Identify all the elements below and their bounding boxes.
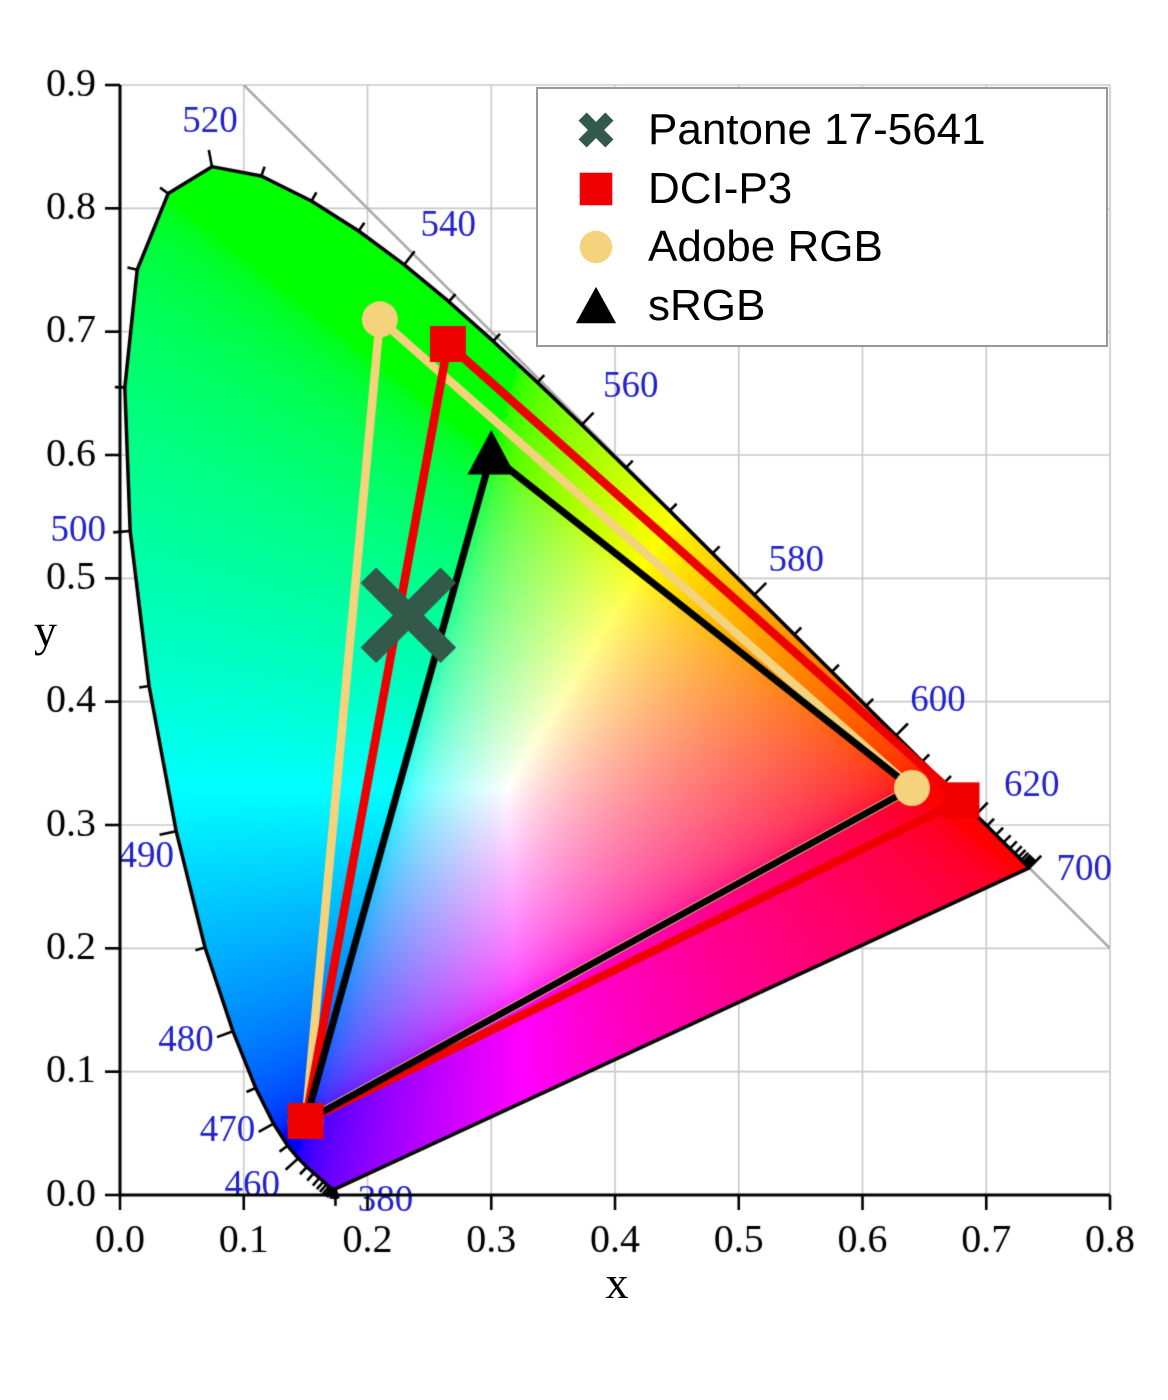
y-axis-title: y xyxy=(34,605,57,656)
legend-label-srgb: sRGB xyxy=(648,280,766,330)
x-axis-title: x xyxy=(605,1257,629,1308)
legend-item-pantone: Pantone 17-5641 xyxy=(538,107,1106,153)
legend-item-srgb: sRGB xyxy=(538,283,1106,329)
legend-label-pantone: Pantone 17-5641 xyxy=(648,105,986,155)
legend-label-adobe-rgb: Adobe RGB xyxy=(648,222,883,272)
legend-label-dci-p3: DCI-P3 xyxy=(648,163,793,213)
square-marker-icon xyxy=(572,166,620,212)
circle-marker-icon xyxy=(572,224,620,270)
legend-item-adobe-rgb: Adobe RGB xyxy=(538,224,1106,270)
triangle-marker-icon xyxy=(572,283,620,329)
legend: Pantone 17-5641 DCI-P3 Adobe RGB sRGB xyxy=(536,87,1108,347)
x-marker-icon xyxy=(572,107,620,153)
legend-item-dci-p3: DCI-P3 xyxy=(538,166,1106,212)
